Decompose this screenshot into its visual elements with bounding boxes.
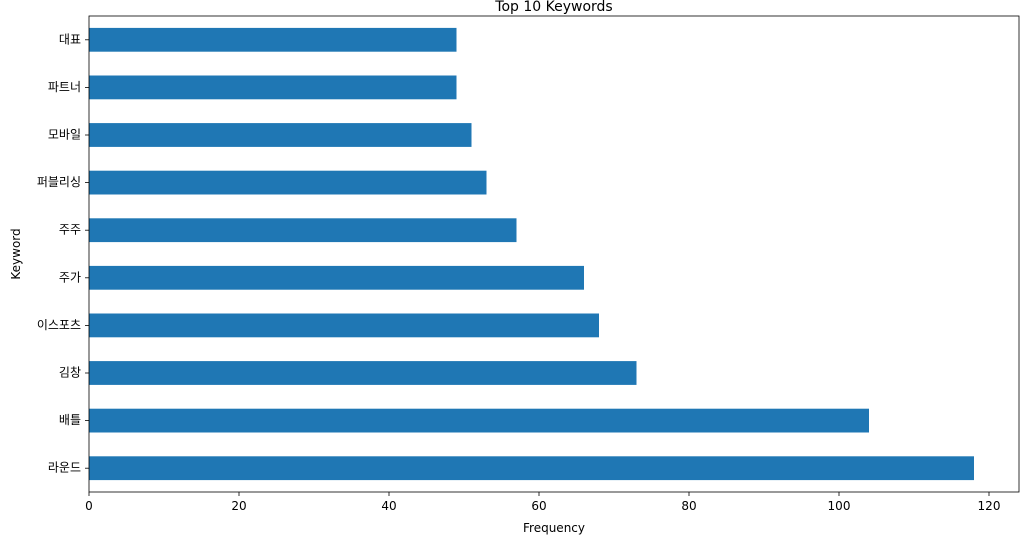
bar-4 — [89, 265, 584, 290]
x-tick-label: 100 — [828, 499, 851, 513]
x-tick-label: 40 — [381, 499, 396, 513]
y-tick-label: 대표 — [59, 32, 81, 46]
y-tick-label: 주가 — [59, 270, 81, 284]
y-tick-label: 라운드 — [48, 461, 81, 475]
y-tick-label: 김창 — [59, 366, 81, 380]
y-tick-label: 퍼블리싱 — [37, 175, 81, 189]
bar-6 — [89, 170, 487, 195]
bar-8 — [89, 75, 457, 100]
x-tick-label: 120 — [978, 499, 1001, 513]
bar-0 — [89, 456, 974, 481]
plot-frame — [88, 15, 1020, 493]
x-tick-label: 80 — [681, 499, 696, 513]
bar-5 — [89, 218, 517, 243]
plot-border — [88, 15, 1020, 493]
y-tick-label: 파트너 — [48, 80, 81, 94]
x-tick-label: 60 — [531, 499, 546, 513]
y-axis-ticks: 라운드 배틀 김창 이스포츠 주가 주주 퍼블리싱 모바일 파트너 대표 — [37, 32, 89, 475]
x-tick-label: 20 — [231, 499, 246, 513]
chart-title: Top 10 Keywords — [494, 0, 612, 15]
y-tick-label: 이스포츠 — [37, 318, 81, 332]
y-tick-label: 주주 — [59, 223, 81, 237]
x-axis-ticks: 0 20 40 60 80 100 120 — [85, 492, 1000, 513]
y-tick-label: 배틀 — [59, 413, 81, 427]
x-axis-label: Frequency — [523, 521, 585, 535]
bar-3 — [89, 313, 599, 338]
bar-9 — [89, 27, 457, 52]
y-tick-label: 모바일 — [48, 128, 81, 142]
y-axis-label: Keyword — [9, 228, 23, 279]
bar-1 — [89, 408, 869, 433]
bar-2 — [89, 361, 637, 385]
bar-7 — [89, 123, 472, 147]
x-tick-label: 0 — [85, 499, 93, 513]
bars-group — [89, 27, 974, 481]
